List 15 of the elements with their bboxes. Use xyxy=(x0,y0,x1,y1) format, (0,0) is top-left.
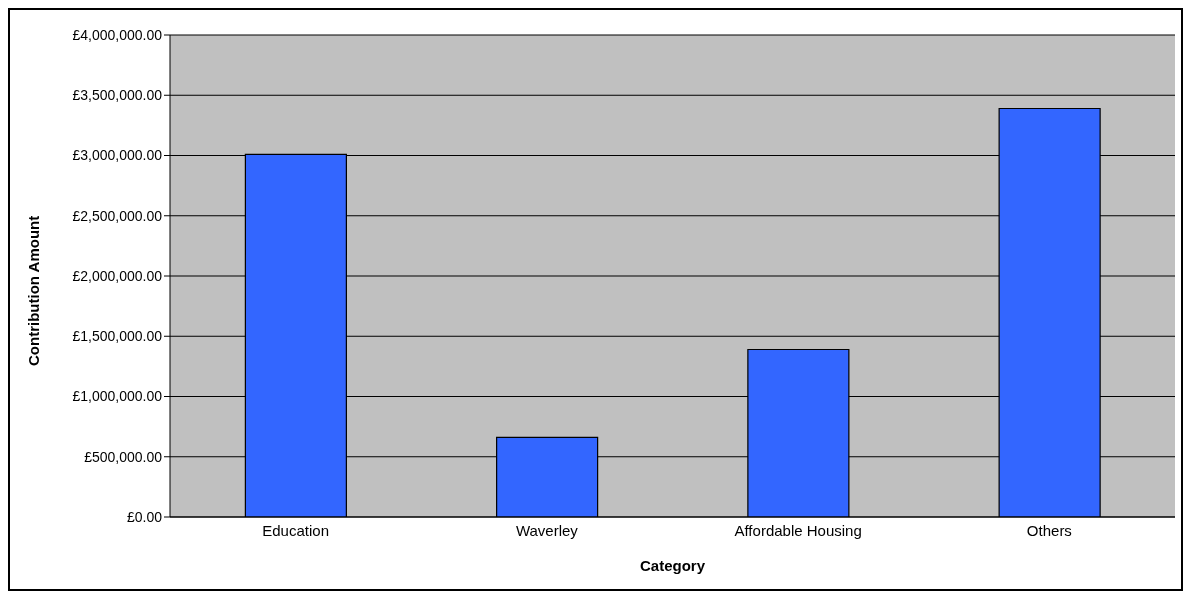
y-tick-label: £500,000.00 xyxy=(84,448,163,465)
y-tick-label: £1,500,000.00 xyxy=(72,328,163,345)
y-tick-label: £1,000,000.00 xyxy=(72,388,163,405)
y-tick-label: £3,000,000.00 xyxy=(72,147,163,164)
x-tick-label: Affordable Housing xyxy=(734,521,862,539)
x-tick-label: Waverley xyxy=(515,521,579,539)
y-tick-label: £2,500,000.00 xyxy=(72,207,163,224)
y-tick-label: £3,500,000.00 xyxy=(72,87,163,104)
y-tick-label: £4,000,000.00 xyxy=(72,26,163,43)
x-tick-label: Education xyxy=(262,521,329,539)
x-tick-label: Others xyxy=(1026,521,1072,539)
x-axis-title: Category xyxy=(639,557,706,574)
y-tick-label: £2,000,000.00 xyxy=(72,267,163,284)
y-tick-label: £0.00 xyxy=(126,508,163,525)
y-axis-title: Contribution Amount xyxy=(25,215,43,366)
